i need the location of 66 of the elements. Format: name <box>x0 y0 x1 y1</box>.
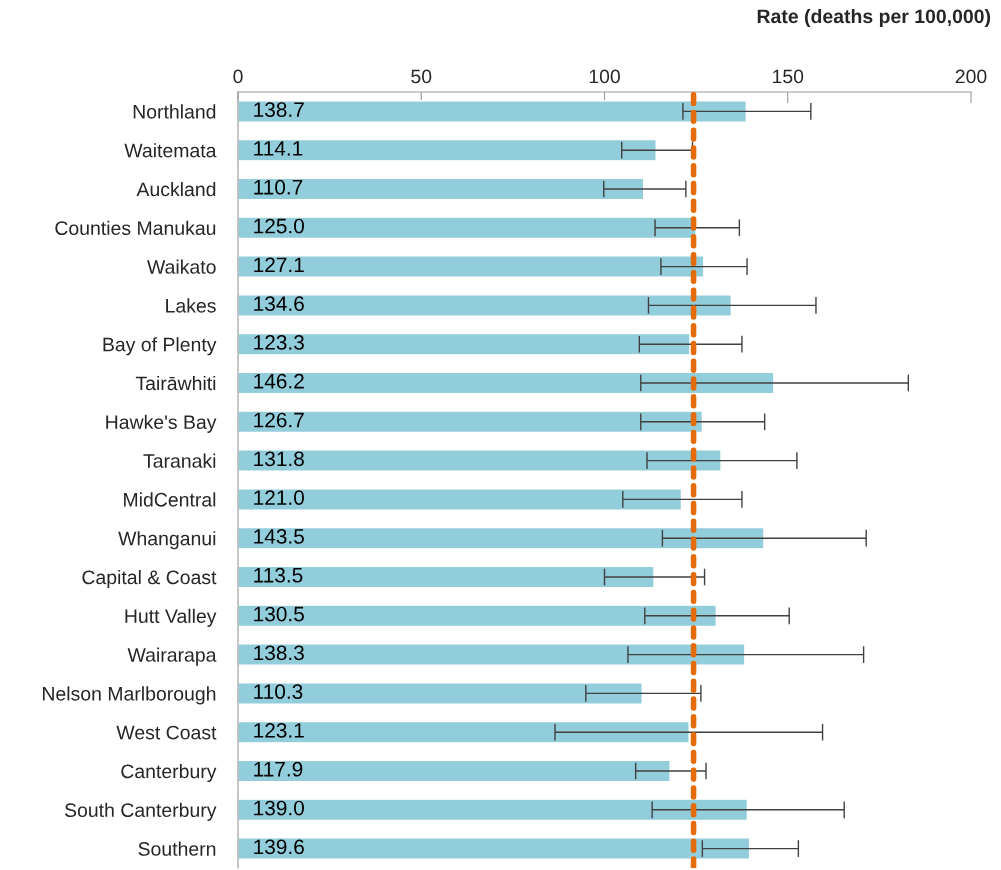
data-label: 130.5 <box>254 606 304 622</box>
data-label: 117.9 <box>254 761 303 777</box>
y-tick-label: Lakes <box>166 298 216 313</box>
data-label: 110.7 <box>254 179 303 195</box>
x-tick-label: 200 <box>955 69 987 84</box>
bar <box>238 604 717 628</box>
bar <box>238 643 746 666</box>
y-tick-label: Counties Manukau <box>55 220 216 236</box>
data-label: 123.3 <box>254 335 304 350</box>
data-label: 114.1 <box>254 141 303 156</box>
data-label: 139.0 <box>254 800 304 816</box>
bar <box>238 138 657 162</box>
data-label: 139.6 <box>254 839 304 855</box>
y-tick-label: West Coast <box>116 725 217 740</box>
x-tick-label: 50 <box>411 69 432 84</box>
bar <box>238 410 704 434</box>
y-tick-label: Auckland <box>136 181 216 197</box>
data-label: 146.2 <box>254 373 304 389</box>
data-label: 121.0 <box>254 490 304 505</box>
data-label: 143.5 <box>254 529 304 544</box>
data-label: 125.0 <box>254 218 304 234</box>
bar <box>238 449 722 472</box>
y-tick-label: Nelson Marlborough <box>42 686 216 705</box>
data-label: 126.7 <box>254 412 304 428</box>
bar <box>238 371 775 395</box>
bar <box>238 837 751 860</box>
bar <box>238 565 655 589</box>
data-label: 131.8 <box>254 451 304 467</box>
y-tick-label: Capital & Coast <box>82 569 217 589</box>
y-tick-label: Whanganui <box>118 531 216 550</box>
y-tick-label: Northland <box>133 104 216 119</box>
bar <box>238 216 697 240</box>
bar <box>238 759 671 783</box>
y-tick-label: Wairarapa <box>127 647 217 666</box>
y-tick-label: Canterbury <box>121 763 217 783</box>
data-label: 134.6 <box>254 296 304 311</box>
data-label: 138.3 <box>254 645 304 661</box>
bar <box>238 798 749 822</box>
bar <box>238 255 705 278</box>
data-label: 110.3 <box>254 684 303 699</box>
data-label: 113.5 <box>254 567 303 583</box>
bar <box>238 720 690 744</box>
y-tick-label: Waikato <box>147 259 216 274</box>
y-tick-label: Hutt Valley <box>125 608 217 627</box>
bar <box>238 488 683 511</box>
data-label: 123.1 <box>254 723 304 738</box>
x-axis-title: Rate (deaths per 100,000) <box>757 8 991 28</box>
y-tick-label: Hawke's Bay <box>106 414 217 433</box>
y-tick-label: Tairāwhiti <box>135 375 216 391</box>
y-tick-label: South Canterbury <box>64 802 217 821</box>
data-label: 127.1 <box>254 257 304 272</box>
y-tick-label: Taranaki <box>143 453 216 468</box>
bar <box>238 294 733 317</box>
x-tick-label: 0 <box>233 69 243 84</box>
bar <box>238 100 748 123</box>
bar <box>238 177 645 201</box>
x-tick-label: 100 <box>589 69 620 84</box>
x-tick-label: 150 <box>773 69 804 84</box>
data-label: 138.7 <box>254 102 304 117</box>
y-tick-label: Waitemata <box>124 143 217 158</box>
bar <box>238 526 765 550</box>
bar <box>238 332 691 356</box>
y-tick-label: Southern <box>138 841 216 856</box>
y-tick-label: Bay of Plenty <box>103 337 217 356</box>
y-tick-label: MidCentral <box>124 492 216 507</box>
bar <box>238 682 643 705</box>
